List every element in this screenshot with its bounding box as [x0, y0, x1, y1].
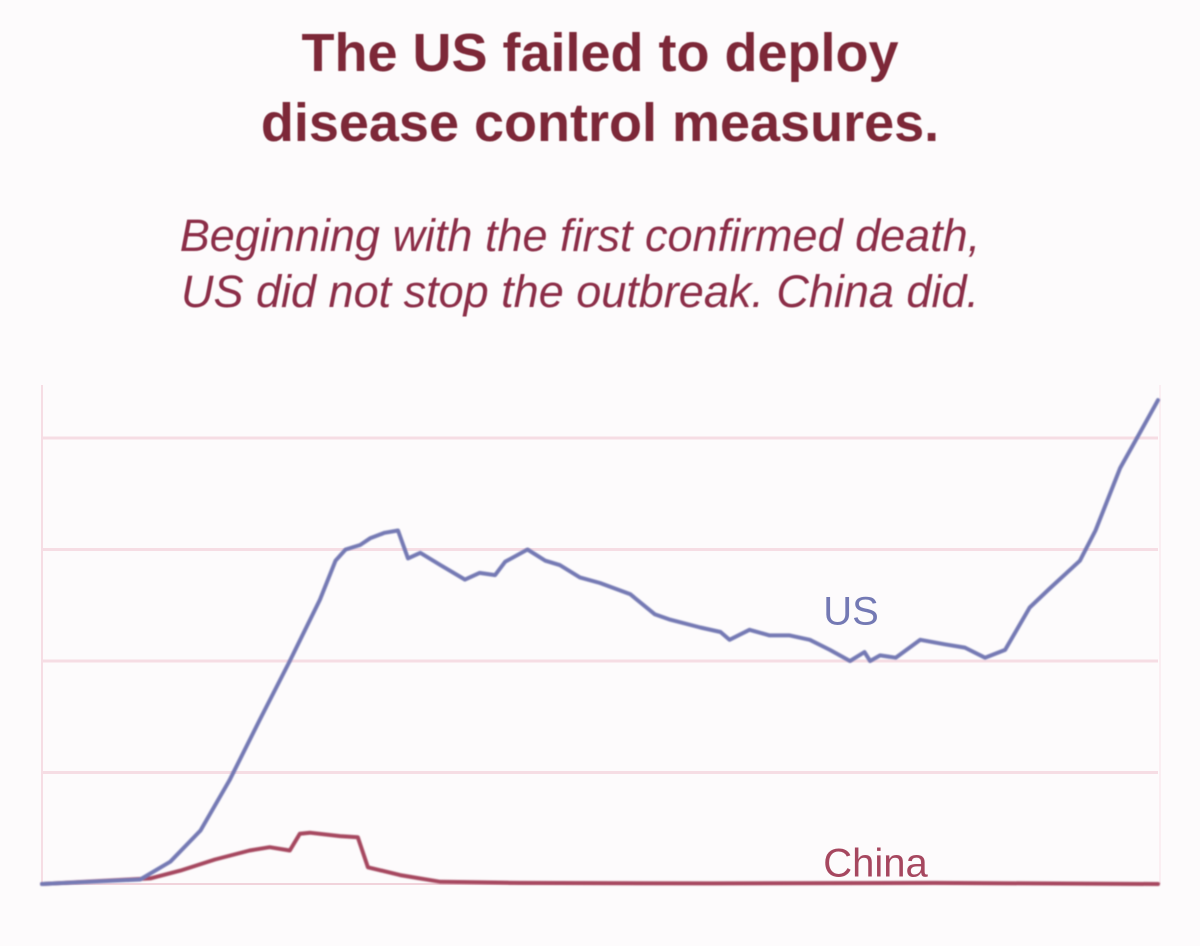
series-line-us [40, 398, 1160, 886]
chart-subtitle-line-1: Beginning with the first confirmed death… [179, 210, 981, 261]
chart-subtitle-line-2: US did not stop the outbreak. China did. [180, 266, 979, 317]
series-label-us: US [823, 590, 879, 634]
chart-title-line-1: The US failed to deploy [301, 23, 899, 83]
gridlines [41, 385, 1161, 885]
chart-title: The US failed to deploy disease control … [0, 18, 1200, 158]
series-label-china: China [823, 842, 928, 886]
series-line-china [40, 830, 1160, 886]
chart-title-line-2: disease control measures. [260, 93, 940, 153]
series-lines [40, 398, 1160, 886]
chart-subtitle: Beginning with the first confirmed death… [0, 208, 1160, 320]
series-labels: China US [823, 590, 928, 886]
